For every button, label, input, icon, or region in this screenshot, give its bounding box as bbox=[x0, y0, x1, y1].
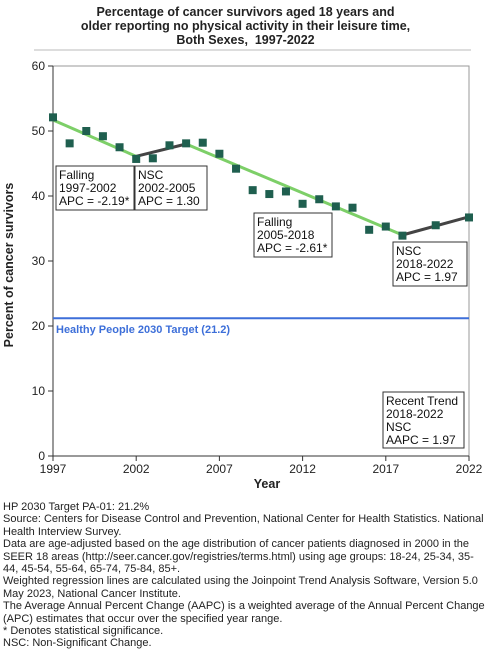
annotation-4-line: NSC bbox=[396, 244, 422, 258]
data-point bbox=[248, 186, 257, 195]
y-tick-label: 0 bbox=[38, 449, 45, 463]
chart-canvas: 0 10 20 30 40 50 60 1997 2002 2007 2012 2017 2022 Yea… bbox=[2, 49, 483, 491]
data-point bbox=[49, 113, 57, 122]
trend-segment-1 bbox=[51, 118, 138, 158]
x-tick-label: 2017 bbox=[372, 462, 399, 476]
data-point bbox=[348, 203, 357, 212]
data-point bbox=[98, 132, 107, 141]
data-point bbox=[232, 164, 241, 173]
footnote-nsc: NSC: Non-Significant Change. bbox=[3, 637, 152, 650]
annotation-4-line: 2018-2022 bbox=[396, 257, 454, 271]
footnotes: HP 2030 Target PA-01: 21.2% Source: Cent… bbox=[3, 501, 489, 650]
annotation-1-line: APC = -2.19* bbox=[59, 194, 130, 208]
data-point bbox=[132, 154, 141, 163]
x-tick-label: 1997 bbox=[40, 462, 67, 476]
annotation-5-line: 2018-2022 bbox=[386, 407, 444, 421]
x-tick-label: 2022 bbox=[456, 462, 483, 476]
annotation-5-line: Recent Trend bbox=[386, 394, 458, 408]
annotation-box-4 bbox=[392, 241, 468, 287]
chart-title-line-3: Both Sexes, 1997-2022 bbox=[176, 33, 315, 47]
data-point bbox=[431, 221, 440, 230]
data-point bbox=[315, 195, 324, 204]
footnote-age-adjustment: Data are age-adjusted based on the age d… bbox=[3, 538, 474, 576]
annotation-3-line: 2005-2018 bbox=[257, 228, 315, 242]
y-tick-label: 60 bbox=[32, 59, 46, 73]
trend-segment-3 bbox=[184, 142, 404, 237]
annotation-box-3 bbox=[253, 212, 333, 258]
chart-title-line-2: older reporting no physical activity in … bbox=[80, 19, 411, 33]
data-point bbox=[148, 154, 157, 163]
annotation-4-line: APC = 1.97 bbox=[396, 270, 458, 284]
data-point bbox=[298, 199, 307, 208]
annotation-2-line: 2002-2005 bbox=[138, 181, 196, 195]
chart-title: Percentage of cancer survivors aged 18 y… bbox=[0, 5, 491, 47]
chart-title-line-1: Percentage of cancer survivors aged 18 y… bbox=[96, 5, 395, 19]
y-tick-label: 50 bbox=[32, 124, 46, 138]
annotation-5-line: NSC bbox=[386, 420, 412, 434]
footnote-significance: * Denotes statistical significance. bbox=[3, 625, 164, 638]
y-axis-title: Percent of cancer survivors bbox=[2, 183, 16, 348]
y-tick-label: 40 bbox=[32, 189, 46, 203]
data-point bbox=[215, 149, 224, 158]
target-line-label: Healthy People 2030 Target (21.2) bbox=[56, 324, 230, 336]
y-tick-label: 30 bbox=[32, 254, 46, 268]
x-tick-label: 2002 bbox=[123, 462, 150, 476]
annotation-3-line: Falling bbox=[257, 215, 292, 229]
x-tick-label: 2012 bbox=[289, 462, 316, 476]
data-point bbox=[398, 231, 407, 240]
data-point bbox=[265, 190, 274, 199]
annotation-box-5 bbox=[382, 391, 465, 449]
data-point bbox=[465, 213, 473, 222]
annotation-2-line: NSC bbox=[138, 168, 164, 182]
annotation-3-line: APC = -2.61* bbox=[257, 241, 328, 255]
data-point bbox=[82, 127, 91, 135]
footnote-source: Source: Centers for Disease Control and … bbox=[3, 513, 484, 538]
trend-segment-2 bbox=[134, 142, 188, 158]
x-axis-title: Year bbox=[254, 477, 281, 491]
footnote-aapc: The Average Annual Percent Change (AAPC)… bbox=[3, 600, 485, 625]
footnote-regression: Weighted regression lines are calculated… bbox=[3, 575, 478, 600]
annotation-1-line: Falling bbox=[59, 168, 94, 182]
annotation-1-line: 1997-2002 bbox=[59, 181, 117, 195]
data-point bbox=[115, 143, 124, 152]
data-point bbox=[281, 187, 290, 196]
data-point bbox=[182, 139, 191, 148]
annotation-2-line: APC = 1.30 bbox=[138, 194, 200, 208]
x-tick-label: 2007 bbox=[206, 462, 233, 476]
footnote-target: HP 2030 Target PA-01: 21.2% bbox=[3, 501, 150, 513]
y-tick-label: 10 bbox=[32, 384, 46, 398]
data-point bbox=[331, 202, 340, 211]
data-point bbox=[165, 141, 174, 150]
data-point bbox=[198, 138, 207, 147]
y-tick-label: 20 bbox=[32, 319, 46, 333]
plot-area: 0 10 20 30 40 50 60 1997 2002 2007 2012 2017 2022 Yea… bbox=[2, 59, 483, 491]
annotation-box-2 bbox=[134, 165, 208, 211]
data-point bbox=[381, 222, 390, 231]
annotation-5-line: AAPC = 1.97 bbox=[386, 433, 456, 447]
annotation-box-1 bbox=[55, 165, 135, 211]
data-point bbox=[365, 225, 374, 234]
data-point bbox=[65, 139, 74, 148]
